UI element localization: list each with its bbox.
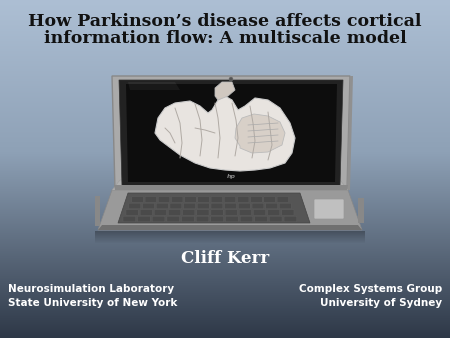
FancyBboxPatch shape [158,197,170,202]
FancyBboxPatch shape [171,197,183,202]
FancyBboxPatch shape [224,197,236,202]
FancyBboxPatch shape [184,203,195,209]
Polygon shape [114,185,348,190]
Polygon shape [112,180,348,190]
FancyBboxPatch shape [277,197,288,202]
FancyBboxPatch shape [253,210,266,215]
FancyBboxPatch shape [252,203,264,209]
FancyBboxPatch shape [238,203,250,209]
Text: How Parkinson’s disease affects cortical: How Parkinson’s disease affects cortical [28,13,422,30]
Bar [95,196,100,226]
FancyBboxPatch shape [129,203,141,209]
Circle shape [229,77,233,81]
FancyBboxPatch shape [123,216,135,222]
Polygon shape [118,193,310,223]
FancyBboxPatch shape [197,210,209,215]
Polygon shape [112,76,350,190]
FancyBboxPatch shape [266,203,278,209]
FancyBboxPatch shape [143,203,154,209]
FancyBboxPatch shape [168,210,180,215]
FancyBboxPatch shape [239,210,252,215]
Polygon shape [155,96,295,171]
Polygon shape [119,80,343,186]
FancyBboxPatch shape [264,197,275,202]
FancyBboxPatch shape [138,216,150,222]
FancyBboxPatch shape [152,216,165,222]
Polygon shape [98,190,362,230]
FancyBboxPatch shape [198,203,209,209]
FancyBboxPatch shape [282,210,294,215]
FancyBboxPatch shape [132,197,143,202]
Polygon shape [98,225,362,230]
FancyBboxPatch shape [279,203,291,209]
FancyBboxPatch shape [145,197,157,202]
Polygon shape [215,82,235,100]
FancyBboxPatch shape [240,216,253,222]
Polygon shape [235,114,285,153]
FancyBboxPatch shape [126,210,138,215]
FancyBboxPatch shape [167,216,180,222]
FancyBboxPatch shape [184,197,196,202]
FancyBboxPatch shape [314,199,344,219]
FancyBboxPatch shape [196,216,209,222]
FancyBboxPatch shape [225,210,237,215]
FancyBboxPatch shape [198,197,209,202]
FancyBboxPatch shape [183,210,195,215]
Polygon shape [128,82,180,90]
FancyBboxPatch shape [211,203,223,209]
FancyBboxPatch shape [284,216,297,222]
FancyBboxPatch shape [225,203,237,209]
Text: Cliff Kerr: Cliff Kerr [181,250,269,267]
Text: hp: hp [226,174,235,179]
FancyBboxPatch shape [140,210,153,215]
FancyBboxPatch shape [238,197,249,202]
FancyBboxPatch shape [211,197,222,202]
Text: Neurosimulation Laboratory: Neurosimulation Laboratory [8,284,174,294]
Text: State University of New York: State University of New York [8,298,177,308]
FancyBboxPatch shape [270,216,282,222]
FancyBboxPatch shape [156,203,168,209]
Text: University of Sydney: University of Sydney [320,298,442,308]
FancyBboxPatch shape [211,210,223,215]
FancyBboxPatch shape [211,216,224,222]
FancyBboxPatch shape [182,216,194,222]
Polygon shape [347,76,353,190]
Text: information flow: A multiscale model: information flow: A multiscale model [44,30,406,47]
FancyBboxPatch shape [251,197,262,202]
Polygon shape [126,84,337,182]
FancyBboxPatch shape [225,216,238,222]
FancyBboxPatch shape [268,210,280,215]
FancyBboxPatch shape [170,203,182,209]
Bar [358,198,364,223]
FancyBboxPatch shape [154,210,166,215]
Text: Complex Systems Group: Complex Systems Group [299,284,442,294]
FancyBboxPatch shape [255,216,267,222]
